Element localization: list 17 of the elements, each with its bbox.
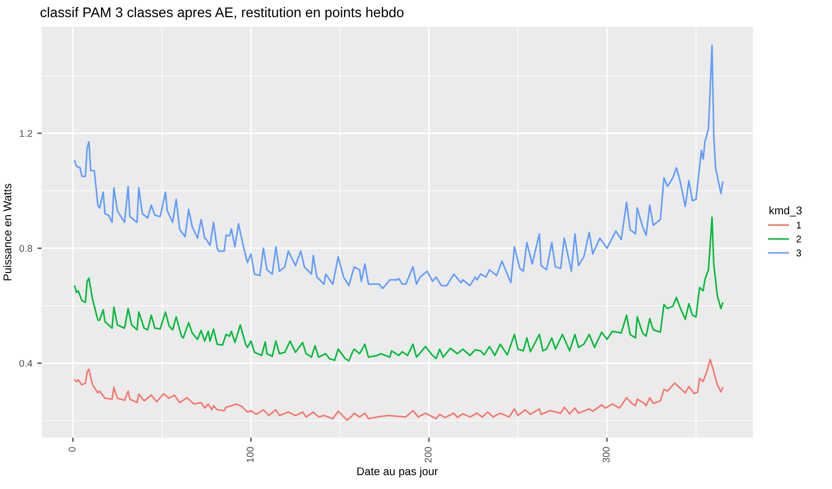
chart-title: classif PAM 3 classes apres AE, restitution en points hebdo — [40, 7, 404, 20]
x-tick-label: 300 — [602, 447, 610, 463]
y-axis-title: Puissance en Watts — [3, 184, 12, 280]
legend-label: 2 — [796, 236, 801, 242]
y-tick-label: 0.8 — [19, 244, 32, 252]
line-series — [74, 358, 724, 421]
y-tick-label: 0.4 — [19, 360, 32, 367]
x-axis-title: Date au pas jour — [357, 467, 438, 478]
line-series — [74, 44, 724, 290]
y-tick-label: 1.2 — [20, 130, 32, 137]
x-tick-label: 100 — [246, 447, 254, 462]
x-tick-label: 0 — [68, 447, 76, 452]
x-tick-label: 200 — [424, 447, 432, 462]
legend-label: 3 — [796, 250, 802, 256]
line-series — [74, 216, 724, 362]
legend-title: kmd_3 — [770, 206, 802, 216]
legend-label: 1 — [796, 222, 801, 228]
